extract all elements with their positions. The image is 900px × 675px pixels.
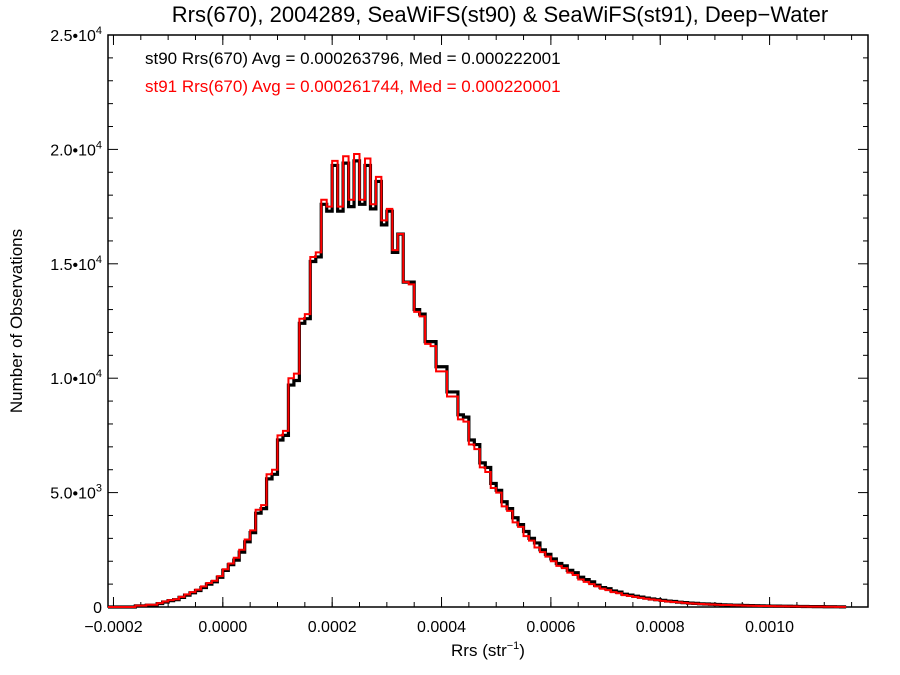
x-tick-label: 0.0010 (745, 619, 794, 636)
chart-title: Rrs(670), 2004289, SeaWiFS(st90) & SeaWi… (172, 2, 828, 27)
y-axis-label: Number of Observations (7, 229, 26, 413)
y-tick-label: 1.0•104 (50, 368, 102, 388)
x-tick-label: 0.0002 (308, 619, 357, 636)
plot-frame (107, 34, 869, 608)
y-tick-label: 0 (93, 600, 102, 617)
x-tick-label: −0.0002 (84, 619, 142, 636)
annotation-st90: st90 Rrs(670) Avg = 0.000263796, Med = 0… (145, 49, 561, 68)
series-st90-line (108, 159, 847, 609)
x-tick-label: 0.0004 (417, 619, 466, 636)
axis-ticks: −0.0002 0.0000 0.0002 0.0004 0.0006 0.0008 0.0… (50, 25, 868, 636)
series-st91-line (108, 152, 847, 608)
x-tick-label: 0.0006 (526, 619, 575, 636)
y-tick-label: 1.5•104 (50, 254, 102, 274)
x-tick-label: 0.0008 (636, 619, 685, 636)
y-tick-label: 5.0•103 (50, 483, 102, 503)
annotation-st91: st91 Rrs(670) Avg = 0.000261744, Med = 0… (145, 77, 561, 96)
histogram-series (108, 152, 847, 609)
y-tick-label: 2.0•104 (50, 139, 102, 159)
x-axis-label: Rrs (str−1) (451, 640, 525, 660)
x-tick-label: 0.0000 (198, 619, 247, 636)
y-tick-label: 2.5•104 (50, 25, 102, 45)
